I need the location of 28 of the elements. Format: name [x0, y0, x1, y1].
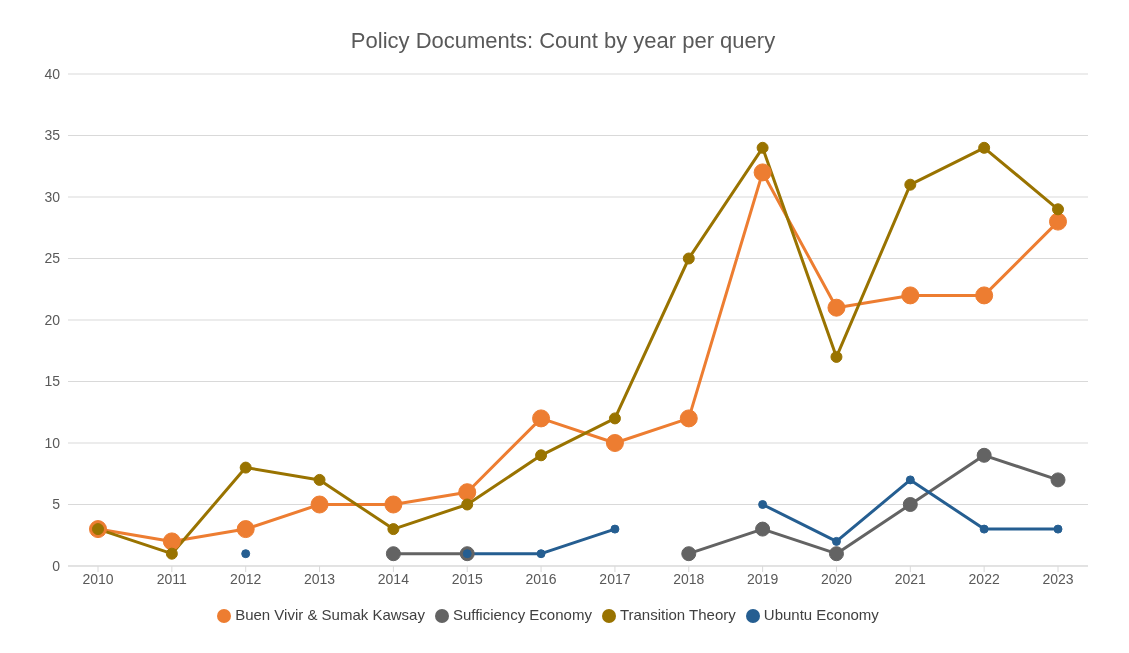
y-tick-label: 10 [44, 434, 61, 451]
y-tick-label: 0 [52, 557, 61, 574]
x-tick-label: 2011 [156, 570, 188, 587]
x-tick-label: 2017 [599, 570, 631, 587]
y-tick-label: 35 [44, 127, 61, 144]
y-tick-label: 5 [52, 496, 61, 513]
y-tick-label: 30 [44, 188, 61, 205]
x-tick-label: 2020 [820, 570, 853, 587]
x-tick-label: 2014 [377, 570, 410, 587]
y-tick-label: 15 [44, 373, 61, 390]
x-tick-label: 2021 [894, 570, 927, 587]
x-tick-label: 2019 [747, 570, 779, 587]
y-tick-label: 40 [44, 65, 61, 82]
legend-label: Transition Theory [619, 606, 736, 623]
legend-label: Sufficiency Economy [452, 606, 592, 623]
y-tick-label: 20 [44, 311, 61, 328]
x-tick-label: 2022 [968, 570, 1000, 587]
x-tick-label: 2010 [82, 570, 114, 587]
x-tick-label: 2018 [673, 570, 705, 587]
legend-label: Buen Vivir & Sumak Kawsay [235, 606, 425, 623]
y-tick-label: 25 [44, 250, 61, 267]
x-tick-label: 2023 [1042, 570, 1074, 587]
x-tick-label: 2015 [451, 570, 484, 587]
chart-title: Policy Documents: Count by year per query [349, 27, 777, 54]
x-tick-label: 2013 [303, 570, 336, 587]
legend-label: Ubuntu Economy [763, 606, 879, 623]
x-tick-label: 2012 [230, 570, 262, 587]
x-tick-label: 2016 [525, 570, 557, 587]
